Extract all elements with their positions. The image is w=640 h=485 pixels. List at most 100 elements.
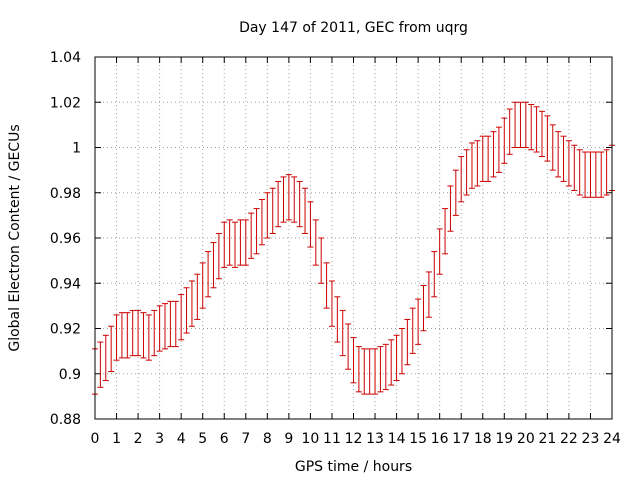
error-bar-point [237,219,244,266]
error-bar-point [280,176,287,223]
error-bar-point [506,108,513,155]
y-tick-label: 0.88 [50,412,81,428]
error-bar-point [463,149,470,196]
error-bar-point [221,221,228,268]
error-bar-point [258,199,265,246]
error-bar-point [495,126,502,173]
error-bar-point [242,219,249,266]
error-bar-point [323,262,330,309]
y-tick-label: 0.94 [50,276,81,292]
y-tick-label: 0.92 [50,322,81,338]
error-bar-point [205,251,212,298]
x-tick-label: 20 [517,431,535,447]
error-bar-point [253,208,260,255]
error-bar-point [140,312,147,359]
error-bar-point [603,149,610,196]
error-bar-point [549,124,556,171]
error-bar-point [113,314,120,361]
x-tick-label: 1 [112,431,121,447]
data-series [92,101,615,395]
y-tick-label: 0.98 [50,186,81,202]
x-tick-label: 13 [366,431,384,447]
error-bar-point [528,104,535,151]
chart-title: Day 147 of 2011, GEC from uqrg [239,20,468,36]
error-bar-point [183,287,190,334]
y-tick-label: 0.9 [59,367,81,383]
error-bar-point [264,192,271,239]
error-bar-point [415,298,422,345]
x-tick-label: 19 [495,431,513,447]
x-tick-label: 7 [241,431,250,447]
x-tick-label: 4 [177,431,186,447]
error-bar-point [468,142,475,189]
x-tick-label: 17 [452,431,470,447]
error-bar-point [108,325,115,372]
error-bar-point [587,151,594,198]
error-bar-point [172,300,179,348]
error-bar-point [409,307,416,354]
error-bar-point [366,348,373,395]
x-tick-label: 8 [263,431,272,447]
error-bar-point [592,151,599,198]
error-bar-point [328,280,335,327]
error-bar-point [420,285,427,332]
error-bar-point [145,314,152,361]
error-bar-point [296,180,303,228]
error-bar-point [479,135,486,182]
error-bar-point [118,312,125,359]
error-bar-point [398,328,405,375]
y-axis-label: Global Electron Content / GECUs [7,124,23,351]
error-bar-point [582,151,589,198]
error-bar-point [334,296,341,343]
error-bar-point [124,312,131,359]
error-bar-point [447,185,454,232]
error-bar-point [210,242,217,289]
error-bar-point [194,273,201,320]
error-bar-point [533,106,540,153]
x-tick-label: 0 [91,431,100,447]
error-bar-point [431,251,438,298]
error-bar-point [565,140,572,187]
error-bar-point [361,348,368,395]
error-bar-point [458,156,465,203]
error-bar-point [544,115,551,162]
error-bar-point [345,323,352,370]
error-bar-point [188,280,195,327]
error-bar-point [522,101,529,148]
error-bar-point [178,294,185,341]
error-bar-point [269,187,276,234]
error-bar-point [442,208,449,255]
error-bar-point [485,135,492,182]
y-tick-label: 0.96 [50,231,81,247]
x-tick-label: 9 [284,431,293,447]
x-axis-label: GPS time / hours [295,459,412,475]
error-bar-point [538,110,545,158]
error-bar-point [350,337,357,384]
error-bar-point [372,348,379,395]
error-bar-point [129,309,136,357]
error-bar-point [560,135,567,182]
error-bar-point [512,101,519,148]
error-bar-point [377,346,384,393]
y-tick-label: 1.04 [50,50,81,66]
x-tick-label: 22 [560,431,578,447]
x-tick-labels: 0 1 2 3 4 5 6 7 8 9 10 11 12 13 14 15 16 17 18 19 20 21 22 23 24 [91,431,621,447]
x-tick-label: 14 [388,431,406,447]
error-bar-point [285,174,292,221]
y-tick-labels: 0.88 0.9 0.92 0.94 0.96 0.98 1 1.02 1.04 [50,50,81,428]
tick-marks [94,56,613,420]
error-bar-point [318,237,325,284]
error-bar-point [452,169,459,216]
error-bar-point [102,334,109,382]
error-bar-point [291,176,298,223]
y-tick-label: 1.02 [50,95,81,111]
error-bar-point [215,232,222,280]
error-bar-point [302,187,309,234]
y-tick-label: 1 [72,141,81,157]
x-tick-label: 5 [198,431,207,447]
x-tick-label: 3 [155,431,164,447]
x-tick-label: 2 [134,431,143,447]
x-tick-label: 6 [220,431,229,447]
